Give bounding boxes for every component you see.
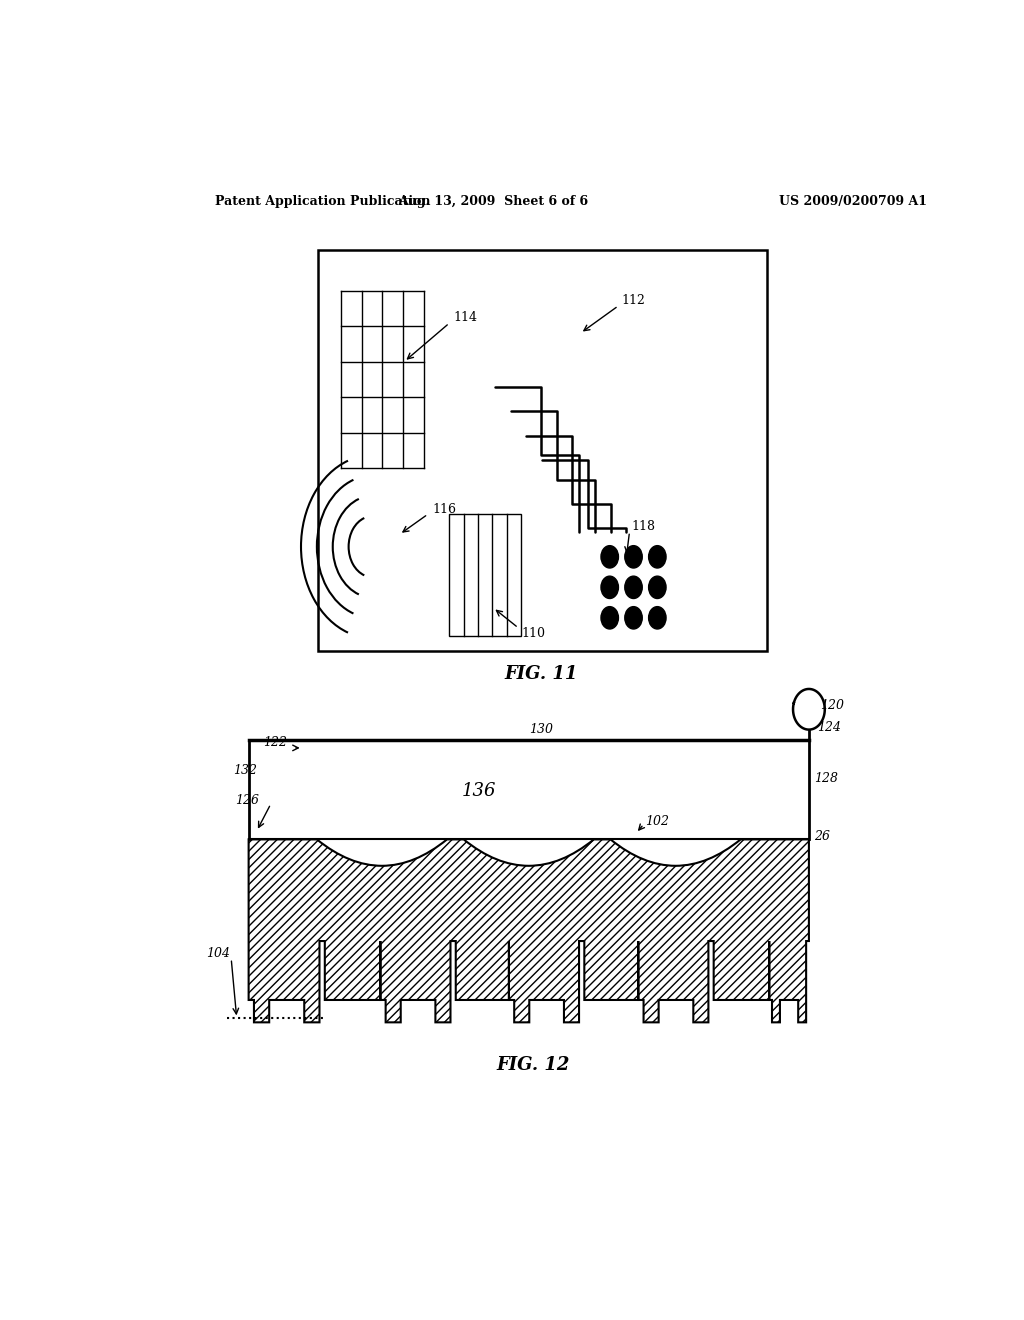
Text: US 2009/0200709 A1: US 2009/0200709 A1 (778, 194, 927, 207)
Text: 102: 102 (645, 814, 670, 828)
Text: 114: 114 (454, 312, 477, 325)
Text: 128: 128 (814, 772, 839, 785)
Text: 124: 124 (817, 721, 841, 734)
Text: 104: 104 (206, 946, 229, 960)
Text: 122: 122 (263, 737, 287, 750)
Circle shape (648, 545, 666, 568)
Text: Patent Application Publication: Patent Application Publication (215, 194, 431, 207)
Text: 132: 132 (232, 764, 257, 776)
Text: 116: 116 (432, 503, 456, 516)
Circle shape (601, 576, 618, 598)
Circle shape (625, 576, 642, 598)
Text: 110: 110 (521, 627, 546, 640)
Circle shape (648, 607, 666, 630)
Text: FIG. 11: FIG. 11 (504, 665, 578, 682)
Text: 112: 112 (622, 294, 645, 308)
Circle shape (625, 607, 642, 630)
Bar (450, 513, 521, 636)
Bar (318, 249, 767, 651)
Text: FIG. 12: FIG. 12 (496, 1056, 569, 1074)
Circle shape (601, 545, 618, 568)
Text: 126: 126 (236, 795, 259, 808)
Text: 26: 26 (814, 830, 830, 843)
Circle shape (648, 576, 666, 598)
Circle shape (625, 545, 642, 568)
Text: 136: 136 (461, 781, 496, 800)
Text: 120: 120 (820, 698, 844, 711)
Text: Aug. 13, 2009  Sheet 6 of 6: Aug. 13, 2009 Sheet 6 of 6 (398, 194, 588, 207)
Text: 118: 118 (632, 520, 656, 533)
PathPatch shape (249, 840, 809, 1022)
Text: 130: 130 (528, 723, 553, 737)
Circle shape (601, 607, 618, 630)
